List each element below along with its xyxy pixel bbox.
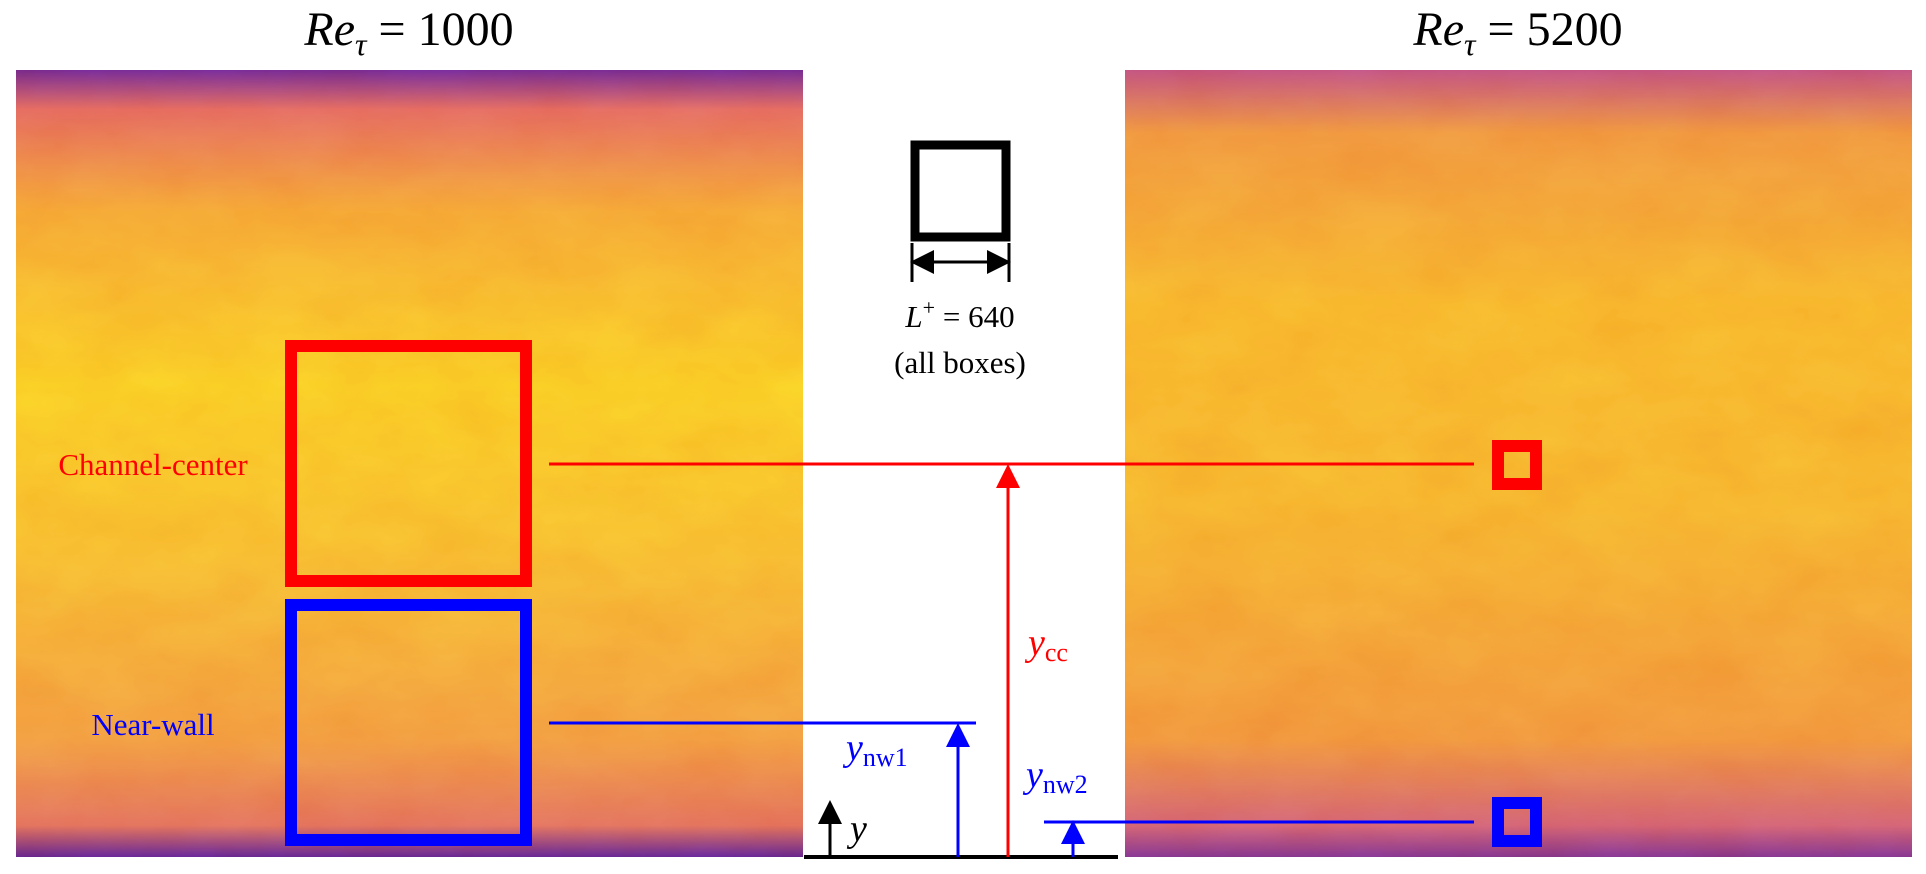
height-symbol: y bbox=[842, 727, 863, 769]
height-sub: nw1 bbox=[863, 743, 908, 772]
height-sub: cc bbox=[1045, 638, 1068, 667]
box-size-label: L+ = 640 bbox=[904, 295, 1014, 334]
center-box bbox=[285, 340, 532, 587]
height-sub: nw2 bbox=[1043, 770, 1088, 799]
center-box-small bbox=[1492, 440, 1542, 490]
size-sup: + bbox=[923, 295, 935, 320]
panel-title: Reτ = 5200 bbox=[1412, 3, 1622, 62]
box-size-note: (all boxes) bbox=[894, 345, 1026, 380]
height-symbol: y bbox=[1024, 622, 1045, 664]
title-subscript: τ bbox=[355, 26, 368, 62]
title-symbol: Re bbox=[303, 3, 355, 56]
size-symbol: L bbox=[904, 299, 922, 334]
y-label: y bbox=[846, 808, 867, 850]
reference-box bbox=[910, 140, 1011, 242]
panel-title: Reτ = 1000 bbox=[303, 3, 513, 62]
size-value: = 640 bbox=[935, 299, 1014, 334]
region-label: Channel-center bbox=[58, 447, 248, 482]
title-value: = 5200 bbox=[1476, 3, 1623, 56]
title-symbol: Re bbox=[1412, 3, 1464, 56]
title-subscript: τ bbox=[1464, 26, 1477, 62]
height-label: ynw1 bbox=[842, 727, 908, 772]
near-wall-box bbox=[285, 599, 532, 846]
height-symbol: y bbox=[1022, 754, 1043, 796]
height-label: ycc bbox=[1024, 622, 1068, 667]
near-wall-box-small bbox=[1492, 797, 1542, 847]
region-label: Near-wall bbox=[91, 707, 214, 742]
title-value: = 1000 bbox=[367, 3, 514, 56]
height-label: ynw2 bbox=[1022, 754, 1088, 799]
